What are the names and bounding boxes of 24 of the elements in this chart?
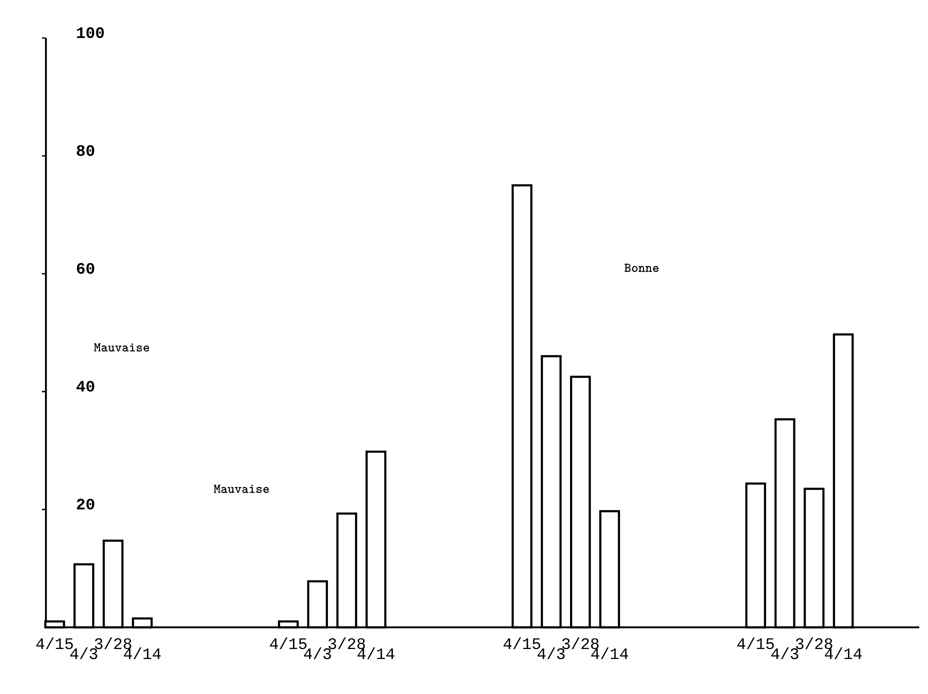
x-tick-label: 3/28 [328,637,365,650]
x-tick-label: 4/15 [504,637,540,650]
annotation: Mauvaise [94,343,150,352]
x-tick-label: 3/28 [94,637,132,650]
x-tick-label: 4/3 [70,647,98,660]
x-tick-label: 4/3 [771,647,798,660]
y-tick-label: 20 [76,498,94,510]
annotation: Bonne [624,264,658,272]
x-tick-label: 4/14 [824,647,862,660]
annotation: Mauvaise [214,484,269,493]
x-tick-label: 4/15 [737,637,774,650]
y-tick-label: 60 [76,262,94,274]
x-tick-label: 3/28 [562,637,599,650]
x-tick-label: 4/3 [304,647,331,660]
x-tick-label: 4/3 [538,647,565,660]
x-tick-label: 4/15 [36,637,73,650]
y-tick-label: 40 [76,380,94,392]
y-tick-label: 80 [76,145,94,156]
x-tick-label: 4/14 [124,647,161,660]
y-tick-label: 100 [77,27,104,38]
x-tick-label: 4/15 [270,637,307,650]
x-tick-label: 4/14 [358,647,394,660]
x-tick-label: 3/28 [796,637,832,650]
x-tick-label: 4/14 [591,647,628,660]
